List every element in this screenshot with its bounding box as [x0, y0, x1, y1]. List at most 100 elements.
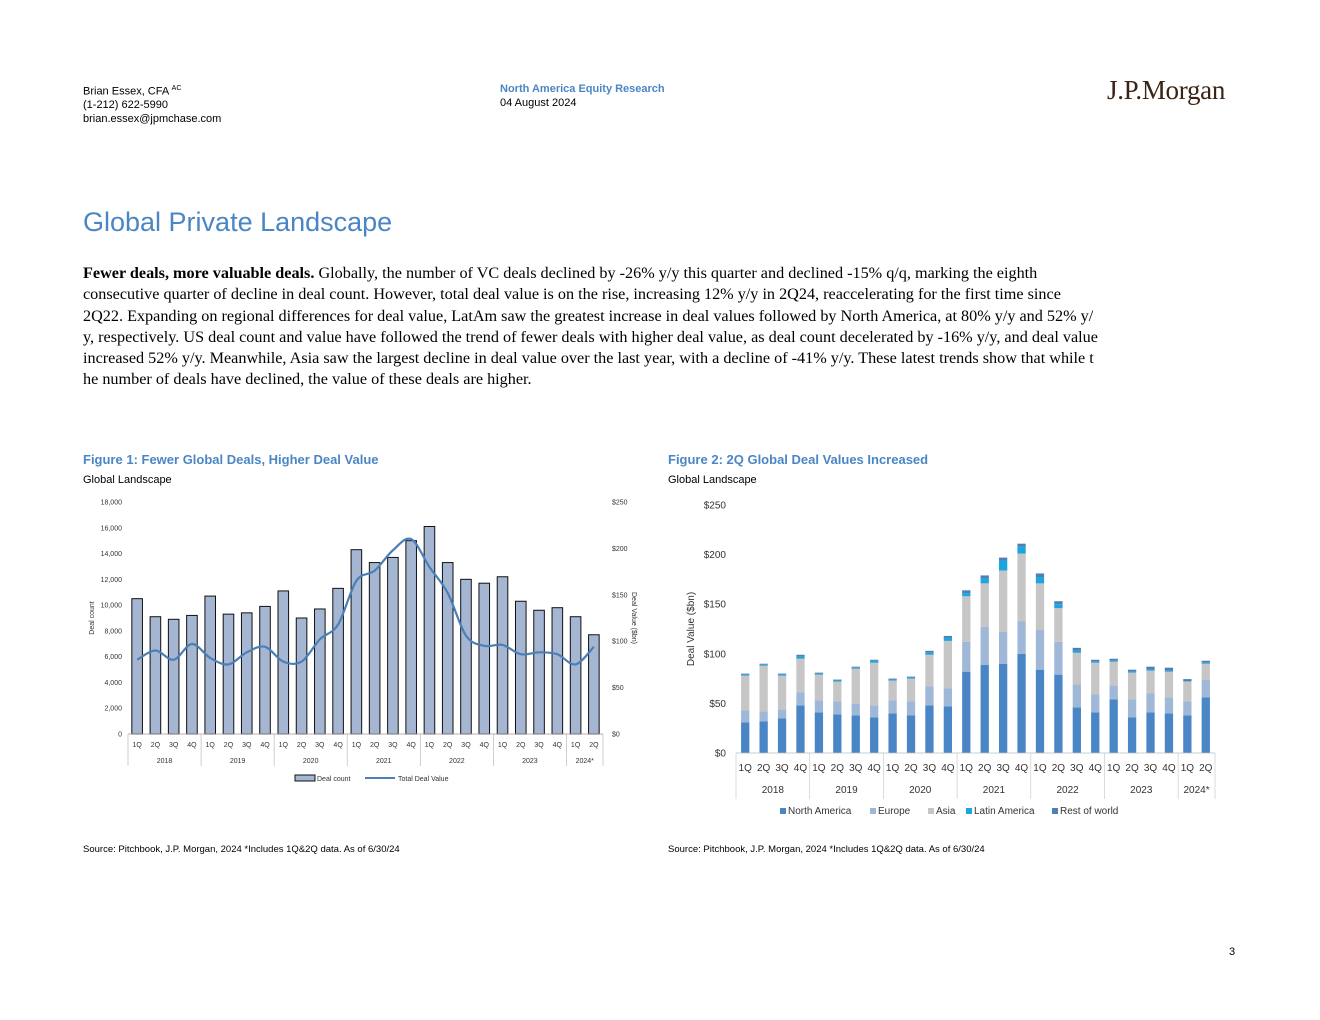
stacked-bar-segment: [870, 659, 879, 661]
stacked-bar-segment: [833, 681, 842, 702]
stacked-bar-segment: [1127, 671, 1137, 673]
stacked-bar-segment: [1017, 553, 1026, 622]
x-quarter-label: 1Q: [352, 742, 362, 749]
stacked-bar-segment: [943, 688, 953, 707]
x-quarter-label: 2Q: [297, 742, 307, 749]
stacked-bar-segment: [1017, 546, 1026, 554]
legend-deal-value-label: Total Deal Value: [398, 776, 449, 783]
y-tick-label: $250: [704, 501, 727, 512]
x-quarter-label: 1Q: [960, 763, 974, 774]
stacked-bar-segment: [1109, 658, 1118, 661]
x-quarter-label: 2Q: [151, 742, 161, 749]
x-quarter-label: 2Q: [757, 763, 771, 774]
x-quarter-label: 1Q: [739, 763, 753, 774]
stacked-bar-segment: [1017, 621, 1026, 654]
stacked-bar-segment: [1035, 577, 1045, 584]
deal-count-bar: [405, 540, 417, 735]
stacked-bar-segment: [980, 583, 989, 628]
deal-count-bar: [368, 562, 381, 735]
stacked-bar-segment: [1054, 674, 1063, 753]
y-right-tick-label: $0: [612, 732, 620, 739]
stacked-bar-segment: [906, 715, 916, 753]
deal-count-bar: [533, 609, 545, 735]
y-left-tick-label: 10,000: [101, 603, 123, 610]
stacked-bar-segment: [1017, 653, 1026, 753]
stacked-bar-segment: [998, 631, 1008, 664]
stacked-bar-segment: [1183, 701, 1192, 716]
stacked-bar-segment: [925, 654, 934, 687]
stacked-bar-segment: [1146, 670, 1155, 694]
stacked-bar-segment: [759, 721, 768, 753]
stacked-bar-segment: [741, 674, 750, 676]
stacked-bar-segment: [906, 676, 916, 678]
stacked-bar-segment: [943, 637, 953, 641]
total-deal-value-line: [136, 537, 595, 666]
y-tick-label: $0: [715, 749, 727, 760]
stacked-bar-segment: [962, 590, 971, 594]
stacked-bar-segment: [1127, 669, 1137, 672]
legend-swatch: [1052, 808, 1058, 814]
stacked-bar-segment: [741, 673, 750, 675]
stacked-bar-segment: [1035, 669, 1045, 753]
stacked-bar-segment: [870, 660, 879, 663]
x-quarter-label: 3Q: [775, 763, 789, 774]
stacked-bar-segment: [851, 703, 860, 716]
x-quarter-label: 4Q: [333, 742, 343, 749]
x-quarter-label: 4Q: [941, 763, 955, 774]
stacked-bar-segment: [1035, 629, 1045, 670]
stacked-bar-segment: [925, 705, 934, 753]
x-quarter-label: 1Q: [206, 742, 216, 749]
stacked-bar-segment: [796, 658, 805, 693]
x-quarter-label: 4Q: [480, 742, 490, 749]
research-dept: North America Equity Research: [500, 83, 665, 95]
y-left-tick-label: 2,000: [104, 706, 122, 713]
stacked-bar-segment: [1017, 543, 1026, 547]
x-quarter-label: 1Q: [1107, 763, 1121, 774]
stacked-bar-segment: [870, 717, 879, 753]
y-left-tick-label: 16,000: [101, 525, 123, 532]
stacked-bar-segment: [1183, 679, 1192, 682]
deal-count-bar: [496, 576, 509, 735]
report-date: 04 August 2024: [500, 96, 577, 109]
deal-count-bar: [131, 598, 143, 735]
y-left-tick-label: 6,000: [104, 654, 122, 661]
x-quarter-label: 1Q: [498, 742, 508, 749]
stacked-bar-segment: [777, 673, 787, 675]
stacked-bar-segment: [1072, 684, 1081, 708]
stacked-bar-segment: [962, 671, 971, 753]
x-quarter-label: 1Q: [1033, 763, 1047, 774]
x-quarter-label: 1Q: [812, 763, 826, 774]
stacked-bar-segment: [1146, 693, 1155, 713]
x-quarter-label: 2Q: [224, 742, 234, 749]
x-quarter-label: 1Q: [886, 763, 900, 774]
x-quarter-label: 4Q: [407, 742, 417, 749]
stacked-bar-segment: [1072, 707, 1081, 753]
stacked-bar-segment: [1127, 699, 1137, 718]
page-title: Global Private Landscape: [83, 207, 393, 237]
stacked-bar-segment: [998, 570, 1008, 632]
x-year-label: 2019: [230, 758, 246, 765]
stacked-bar-segment: [814, 700, 824, 713]
y-right-tick-label: $150: [612, 592, 628, 599]
stacked-bar-segment: [1109, 660, 1118, 662]
stacked-bar-segment: [1127, 672, 1137, 700]
x-quarter-label: 1Q: [132, 742, 142, 749]
deal-count-bar: [204, 595, 217, 735]
stacked-bar-segment: [814, 672, 824, 674]
y-right-tick-label: $100: [612, 639, 628, 646]
figure2-title: Figure 2: 2Q Global Deal Values Increase…: [668, 452, 929, 467]
jpmorgan-logo: J.P.Morgan: [1107, 75, 1226, 105]
author-name: Brian Essex, CFA: [83, 85, 169, 98]
x-quarter-label: 2Q: [904, 763, 918, 774]
y-left-tick-label: 4,000: [104, 680, 122, 687]
x-quarter-label: 2Q: [370, 742, 380, 749]
x-quarter-label: 3Q: [461, 742, 471, 749]
stacked-bar-segment: [980, 627, 989, 665]
legend-swatch: [928, 808, 934, 814]
stacked-bar-segment: [962, 596, 971, 642]
stacked-bar-segment: [851, 668, 860, 704]
stacked-bar-segment: [998, 560, 1008, 571]
x-year-label: 2020: [303, 758, 319, 765]
x-quarter-label: 2Q: [831, 763, 845, 774]
stacked-bar-segment: [1072, 652, 1081, 685]
